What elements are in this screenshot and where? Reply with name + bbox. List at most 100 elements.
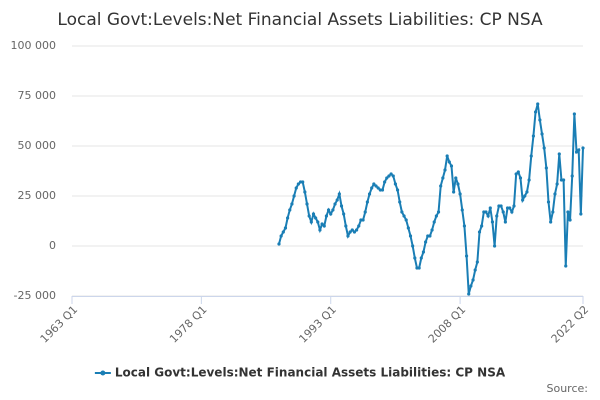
marker xyxy=(320,222,324,226)
marker xyxy=(570,174,574,178)
marker xyxy=(564,264,568,268)
marker xyxy=(531,134,536,138)
y-tick-label: 0 xyxy=(49,239,56,252)
marker xyxy=(499,204,503,208)
marker xyxy=(419,256,423,260)
marker xyxy=(344,224,348,228)
marker xyxy=(495,214,499,218)
marker xyxy=(318,228,322,232)
marker xyxy=(337,192,341,196)
marker xyxy=(443,168,447,172)
marker xyxy=(301,180,305,184)
marker xyxy=(417,266,421,270)
marker xyxy=(393,182,398,186)
y-tick-label: 50 000 xyxy=(18,139,57,152)
marker xyxy=(309,220,313,224)
marker xyxy=(324,214,329,218)
marker xyxy=(413,256,417,260)
marker xyxy=(508,206,512,210)
marker xyxy=(391,174,395,178)
marker xyxy=(322,224,326,228)
marker xyxy=(286,216,290,220)
marker xyxy=(294,186,298,190)
marker xyxy=(363,210,367,214)
marker xyxy=(521,198,525,202)
marker xyxy=(572,112,576,116)
marker xyxy=(529,154,533,158)
marker xyxy=(538,118,542,122)
marker xyxy=(370,186,374,190)
marker xyxy=(395,188,400,192)
marker xyxy=(380,188,385,192)
marker xyxy=(385,176,389,180)
marker xyxy=(311,212,316,216)
marker xyxy=(348,230,352,234)
marker xyxy=(374,184,378,188)
marker xyxy=(402,214,406,218)
marker xyxy=(376,186,380,190)
marker xyxy=(449,164,454,168)
marker xyxy=(398,200,402,204)
marker xyxy=(462,224,467,228)
marker xyxy=(406,226,410,230)
marker xyxy=(305,202,309,206)
marker xyxy=(367,192,372,196)
marker xyxy=(568,218,572,222)
marker xyxy=(512,204,516,208)
marker xyxy=(540,132,544,136)
marker xyxy=(542,146,546,150)
x-tick-label: 1978 Q1 xyxy=(167,303,210,346)
marker xyxy=(518,176,523,180)
source: Source: xyxy=(547,382,589,395)
marker xyxy=(523,194,527,198)
marker xyxy=(290,202,294,206)
marker xyxy=(408,234,413,238)
marker xyxy=(283,226,288,230)
marker xyxy=(329,212,333,216)
marker xyxy=(516,170,520,174)
marker xyxy=(460,208,464,212)
marker xyxy=(514,172,518,176)
marker xyxy=(372,182,376,186)
marker xyxy=(339,204,344,208)
marker xyxy=(436,210,441,214)
marker xyxy=(574,150,579,154)
marker xyxy=(525,190,529,194)
marker xyxy=(480,224,484,228)
marker xyxy=(352,230,357,234)
marker xyxy=(428,234,432,238)
marker xyxy=(486,214,490,218)
marker xyxy=(527,178,531,182)
x-tick-label: 1963 Q1 xyxy=(38,303,81,346)
marker xyxy=(357,224,361,228)
marker xyxy=(307,214,311,218)
marker xyxy=(434,214,438,218)
marker xyxy=(475,260,479,264)
marker xyxy=(581,146,585,150)
marker xyxy=(510,210,514,214)
marker xyxy=(316,220,320,224)
legend-marker xyxy=(100,370,106,376)
marker xyxy=(551,210,555,214)
marker xyxy=(503,220,507,224)
marker xyxy=(490,220,495,224)
y-tick-label: 100 000 xyxy=(11,39,57,52)
legend-item: Local Govt:Levels:Net Financial Assets L… xyxy=(94,366,506,380)
marker xyxy=(471,278,475,282)
marker xyxy=(383,180,387,184)
marker xyxy=(566,210,570,214)
marker xyxy=(477,230,482,234)
marker xyxy=(279,234,283,238)
marker xyxy=(432,220,436,224)
marker xyxy=(424,240,428,244)
line xyxy=(278,103,584,295)
marker xyxy=(488,206,492,210)
marker xyxy=(549,220,553,224)
marker xyxy=(404,218,408,222)
marker xyxy=(536,102,540,106)
marker xyxy=(467,292,471,296)
marker xyxy=(277,242,281,246)
marker xyxy=(342,212,346,216)
marker xyxy=(579,212,583,216)
